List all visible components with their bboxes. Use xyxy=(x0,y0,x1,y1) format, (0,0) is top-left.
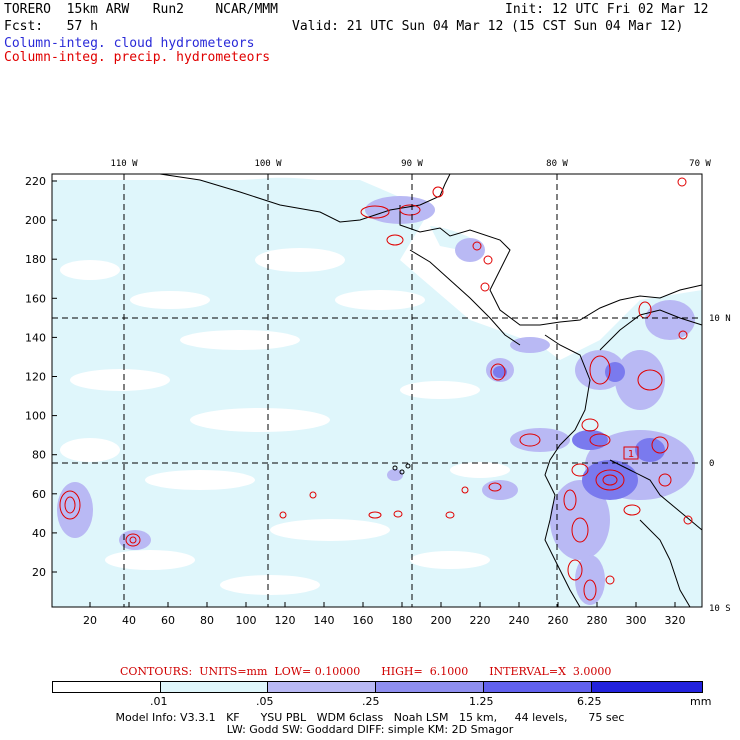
x-tick-label: 20 xyxy=(83,614,97,627)
lat-label: 10 N xyxy=(709,314,731,324)
x-tick-label: 300 xyxy=(626,614,647,627)
latitude-labels: 10 N 0 10 S xyxy=(709,314,731,614)
x-tick-label: 40 xyxy=(122,614,136,627)
colorbar-segment xyxy=(591,681,703,693)
x-axis-ticks xyxy=(89,602,676,607)
colorbar-label: mm xyxy=(690,695,712,708)
x-tick-label: 220 xyxy=(470,614,491,627)
legend-precip-hydrometeors: Column-integ. precip. hydrometeors xyxy=(4,50,271,65)
forecast-hour: Fcst: 57 h xyxy=(4,19,98,34)
legend-cloud-hydrometeors: Column-integ. cloud hydrometeors xyxy=(4,36,255,51)
x-tick-label: 100 xyxy=(236,614,257,627)
precip-contours xyxy=(59,177,693,601)
model-info-line: Model Info: V3.3.1 KF YSU PBL WDM 6class… xyxy=(115,711,625,724)
colorbar-segment xyxy=(483,681,592,693)
x-tick-label: 240 xyxy=(509,614,530,627)
lat-label: 0 xyxy=(709,459,714,469)
physics-info-line: LW: Godd SW: Goddard DIFF: simple KM: 2D… xyxy=(226,723,514,736)
x-tick-label: 80 xyxy=(200,614,214,627)
colorbar-segment xyxy=(52,681,161,693)
colorbar-segment xyxy=(375,681,484,693)
colorbar-label: 1.25 xyxy=(469,695,494,708)
init-time: Init: 12 UTC Fri 02 Mar 12 xyxy=(505,2,709,17)
lon-label: 100 W xyxy=(254,159,282,169)
y-tick-label: 120 xyxy=(25,371,46,384)
y-tick-label: 180 xyxy=(25,253,46,266)
x-tick-label: 200 xyxy=(431,614,452,627)
station-label: 1 xyxy=(628,449,634,460)
valid-time: Valid: 21 UTC Sun 04 Mar 12 (15 CST Sun … xyxy=(292,19,684,34)
station-marker xyxy=(623,446,639,460)
x-tick-label: 260 xyxy=(548,614,569,627)
colorbar-label: .25 xyxy=(362,695,380,708)
y-tick-label: 140 xyxy=(25,331,46,344)
lon-label: 80 W xyxy=(546,159,568,169)
x-tick-label: 320 xyxy=(665,614,686,627)
x-tick-label: 160 xyxy=(353,614,374,627)
y-tick-label: 160 xyxy=(25,292,46,305)
y-axis-ticks xyxy=(52,180,57,573)
colorbar-label: .05 xyxy=(256,695,274,708)
x-tick-label: 280 xyxy=(587,614,608,627)
y-tick-label: 20 xyxy=(32,566,46,579)
map-frame xyxy=(51,173,703,608)
colorbar-segment xyxy=(160,681,268,693)
cloud-shade-strong xyxy=(493,362,665,500)
cloud-shade-light xyxy=(52,177,702,607)
x-tick-label: 120 xyxy=(275,614,296,627)
y-tick-label: 100 xyxy=(25,410,46,423)
lon-label: 110 W xyxy=(110,159,138,169)
colorbar-label: 6.25 xyxy=(577,695,602,708)
lon-label: 90 W xyxy=(401,159,423,169)
lat-lon-grid xyxy=(52,174,702,607)
y-tick-label: 40 xyxy=(32,527,46,540)
lon-label: 70 W xyxy=(689,159,711,169)
y-tick-label: 60 xyxy=(32,488,46,501)
lat-label: 10 S xyxy=(709,604,731,614)
colorbar-label: .01 xyxy=(150,695,168,708)
x-tick-label: 180 xyxy=(392,614,413,627)
longitude-labels: 110 W 100 W 90 W 80 W 70 W xyxy=(110,159,711,169)
clear-sky-gaps xyxy=(60,248,510,595)
x-tick-label: 140 xyxy=(314,614,335,627)
colorbar-segment xyxy=(267,681,376,693)
y-tick-label: 200 xyxy=(25,214,46,227)
y-tick-label: 80 xyxy=(32,449,46,462)
model-header: TORERO 15km ARW Run2 NCAR/MMM xyxy=(4,2,278,17)
contour-info: CONTOURS: UNITS=mm LOW= 0.10000 HIGH= 6.… xyxy=(120,665,612,678)
x-tick-label: 60 xyxy=(161,614,175,627)
y-tick-label: 220 xyxy=(25,175,46,188)
